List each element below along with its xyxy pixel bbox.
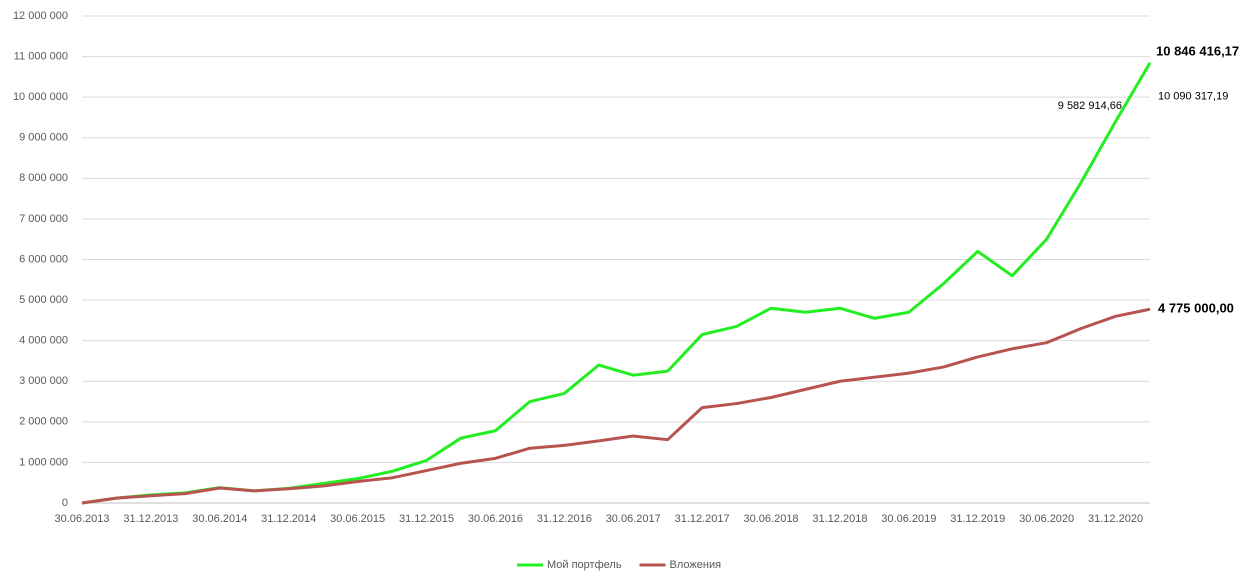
annotation: 10 846 416,17	[1156, 43, 1239, 58]
x-tick-label: 30.06.2020	[1019, 513, 1074, 525]
x-tick-label: 31.12.2015	[399, 513, 454, 525]
y-tick-label: 10 000 000	[13, 91, 68, 103]
x-tick-label: 31.12.2016	[537, 513, 592, 525]
annotation: 4 775 000,00	[1158, 301, 1234, 316]
x-tick-label: 31.12.2020	[1088, 513, 1143, 525]
x-tick-label: 30.06.2013	[54, 513, 109, 525]
y-tick-label: 8 000 000	[19, 172, 68, 184]
y-tick-label: 3 000 000	[19, 375, 68, 387]
y-tick-label: 9 000 000	[19, 132, 68, 144]
legend-label: Мой портфель	[547, 559, 622, 571]
y-tick-label: 11 000 000	[14, 50, 68, 62]
x-tick-label: 31.12.2013	[123, 513, 178, 525]
y-tick-label: 12 000 000	[13, 10, 68, 22]
x-tick-label: 31.12.2019	[950, 513, 1005, 525]
series-line	[81, 307, 1151, 505]
x-tick-label: 30.06.2017	[606, 513, 661, 525]
y-tick-label: 6 000 000	[19, 253, 68, 265]
x-tick-label: 31.12.2014	[261, 513, 316, 525]
y-tick-label: 5 000 000	[19, 294, 68, 306]
x-tick-label: 31.12.2018	[812, 513, 867, 525]
annotation: 9 582 914,66	[1058, 100, 1122, 112]
annotation: 10 090 317,19	[1158, 90, 1228, 102]
x-tick-label: 31.12.2017	[675, 513, 730, 525]
y-tick-label: 0	[62, 497, 68, 509]
y-tick-label: 1 000 000	[19, 456, 68, 468]
y-tick-label: 4 000 000	[19, 335, 68, 347]
x-tick-label: 30.06.2016	[468, 513, 523, 525]
x-tick-label: 30.06.2018	[744, 513, 799, 525]
x-tick-label: 30.06.2014	[192, 513, 247, 525]
x-tick-label: 30.06.2019	[881, 513, 936, 525]
x-tick-label: 30.06.2015	[330, 513, 385, 525]
legend-label: Вложения	[670, 559, 722, 571]
y-tick-label: 2 000 000	[19, 416, 68, 428]
y-tick-label: 7 000 000	[19, 213, 68, 225]
